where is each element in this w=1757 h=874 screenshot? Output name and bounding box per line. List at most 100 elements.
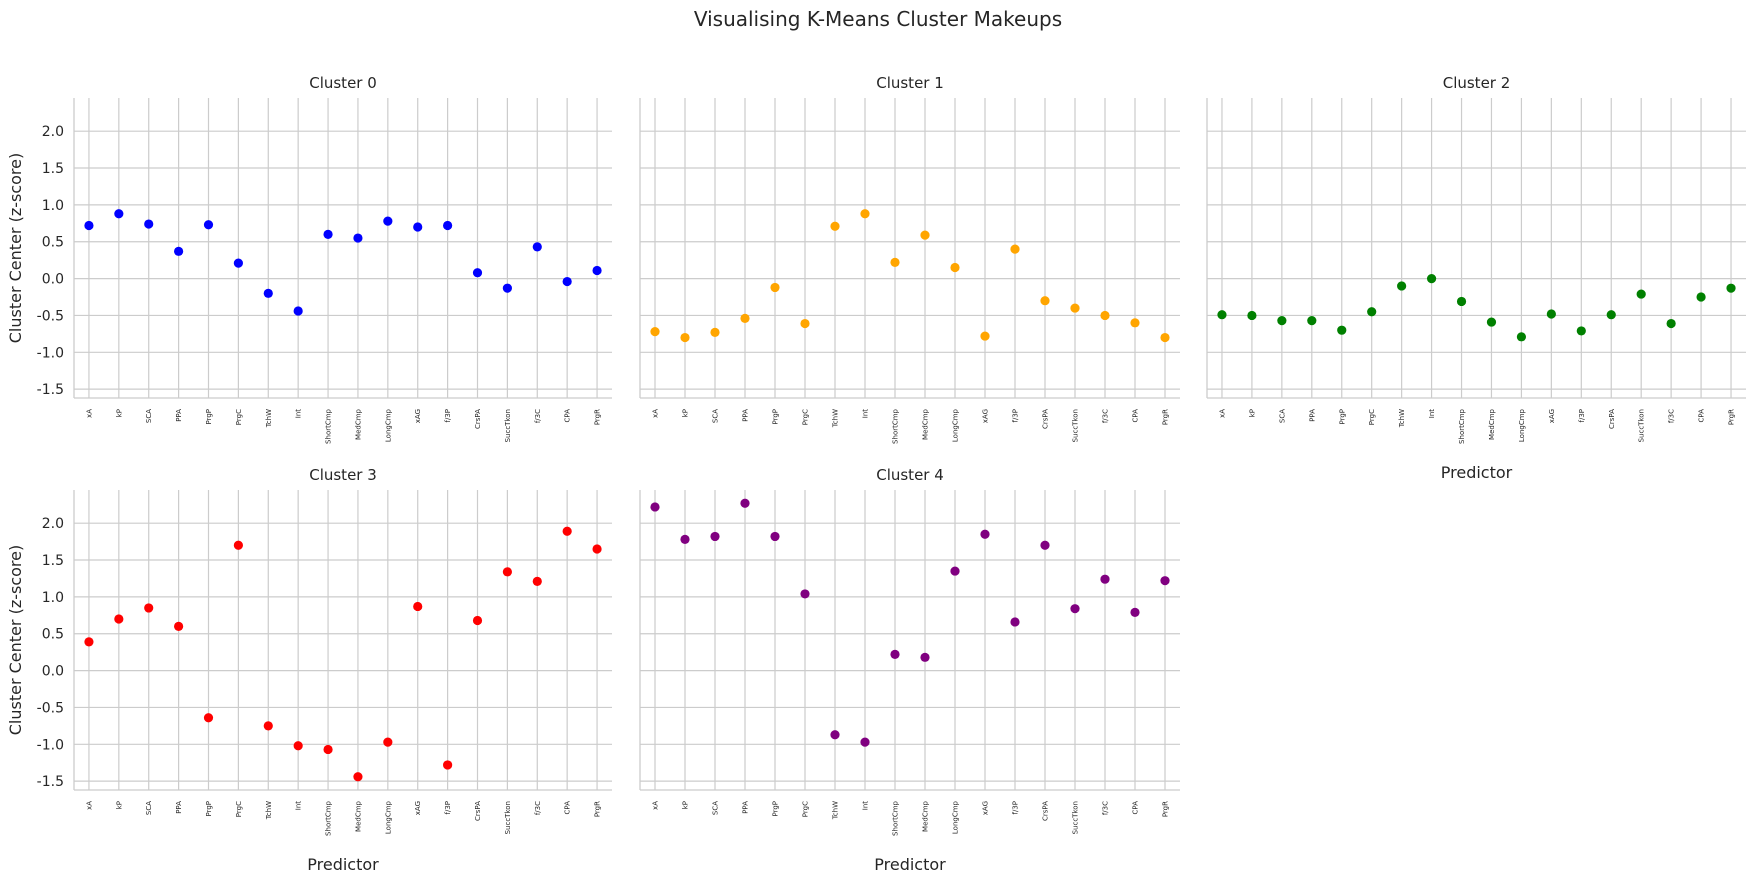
data-point xyxy=(860,209,870,219)
x-tick-label: kP xyxy=(115,801,123,809)
x-tick-label: TchW xyxy=(832,801,840,820)
x-tick-label: ShortCmp xyxy=(1458,408,1466,443)
panel-title: Cluster 2 xyxy=(1443,74,1511,92)
x-tick-label: xA xyxy=(85,801,93,810)
data-point xyxy=(353,772,363,782)
data-point xyxy=(1010,617,1020,627)
x-tick-label: kP xyxy=(682,409,690,417)
data-point xyxy=(263,721,273,731)
x-tick-label: PrgC xyxy=(802,409,810,425)
x-tick-label: LongCmp xyxy=(384,800,392,834)
x-tick-label: xA xyxy=(1218,409,1226,418)
x-tick-label: PrgP xyxy=(772,409,780,425)
data-point xyxy=(383,737,393,747)
data-point xyxy=(472,615,483,626)
x-tick-label: ShortCmp xyxy=(325,408,333,443)
x-tick-label: CPA xyxy=(564,801,572,815)
data-point xyxy=(1546,309,1556,319)
x-tick-label: PrgC xyxy=(235,409,243,425)
x-tick-label: Int xyxy=(1428,409,1436,419)
data-point xyxy=(1160,576,1170,586)
x-tick-label: PrgR xyxy=(594,409,602,425)
x-tick-label: SuccTkon xyxy=(1072,409,1080,442)
panel-title: Cluster 0 xyxy=(309,74,377,92)
data-point xyxy=(980,529,990,539)
data-point xyxy=(680,534,690,544)
data-point xyxy=(1606,310,1616,320)
x-tick-label: xA xyxy=(85,409,93,418)
x-tick-label: MedCmp xyxy=(922,408,930,439)
data-point xyxy=(1696,292,1706,302)
data-point xyxy=(293,741,303,751)
y-tick-label: 0.5 xyxy=(42,235,64,251)
x-tick-label: f/3P xyxy=(1012,409,1020,423)
x-tick-label: PrgR xyxy=(594,801,602,817)
data-point xyxy=(203,713,214,723)
x-tick-label: f/3C xyxy=(1102,801,1110,815)
data-point xyxy=(1486,317,1497,327)
x-tick-label: TchW xyxy=(265,409,273,428)
data-point xyxy=(413,601,423,612)
panel-title: Cluster 3 xyxy=(309,466,377,484)
data-point xyxy=(1247,310,1257,321)
x-tick-label: ShortCmp xyxy=(892,408,900,443)
data-point xyxy=(413,222,423,232)
data-point xyxy=(293,306,303,316)
x-tick-label: f/3C xyxy=(534,801,542,815)
y-tick-label: -0.5 xyxy=(37,308,64,324)
x-tick-label: MedCmp xyxy=(354,408,362,439)
x-tick-label: SCA xyxy=(145,801,153,815)
y-tick-label: 2.0 xyxy=(42,516,64,532)
panel-cluster-2: Cluster 2 xA kP SCA PPA PrgP PrgC TchW Int ShortC… xyxy=(1206,74,1746,482)
data-point xyxy=(1516,332,1527,342)
x-tick-label: CPA xyxy=(1698,409,1706,423)
data-point xyxy=(1576,326,1586,336)
x-tick-label: SCA xyxy=(145,409,153,423)
x-tick-label: ShortCmp xyxy=(325,800,333,835)
data-point xyxy=(710,327,720,337)
panel-cluster-4: Cluster 4 xA kP SCA PPA PrgP PrgC TchW Int ShortC… xyxy=(639,466,1180,874)
x-tick-label: LongCmp xyxy=(952,800,960,834)
x-tick-label: PrgC xyxy=(235,801,243,817)
panel-cluster-3: Cluster 3 2.0 1.5 1.0 0.5 0.0 -0.5 -1.0 -1.5 Clus… xyxy=(6,466,612,874)
x-tick-label: LongCmp xyxy=(384,408,392,442)
data-point xyxy=(1040,296,1050,306)
y-tick-label: 0.5 xyxy=(42,627,64,643)
x-tick-label: Int xyxy=(862,409,870,419)
x-tick-label: PrgC xyxy=(1368,409,1376,425)
x-tick-label: TchW xyxy=(832,409,840,428)
data-point xyxy=(1726,283,1736,293)
x-tick-label: SuccTkon xyxy=(504,409,512,442)
x-tick-label: xAG xyxy=(1548,409,1556,423)
x-tick-label: CrsPA xyxy=(1608,409,1616,429)
x-axis-label: Predictor xyxy=(874,855,946,874)
x-tick-label: xAG xyxy=(414,801,422,815)
x-tick-label: LongCmp xyxy=(1518,408,1526,442)
data-point xyxy=(680,332,690,343)
x-tick-label: f/3P xyxy=(1012,801,1020,815)
y-tick-label: 0.0 xyxy=(42,272,64,288)
x-tick-label: Int xyxy=(295,801,303,811)
data-point xyxy=(592,265,602,276)
data-point xyxy=(1426,273,1437,284)
data-point xyxy=(950,262,960,273)
x-tick-label: xAG xyxy=(982,409,990,423)
x-tick-label: PrgP xyxy=(772,801,780,817)
data-point xyxy=(1217,310,1227,320)
y-tick-label: 1.0 xyxy=(42,198,64,214)
data-point xyxy=(650,502,660,512)
y-tick-label: 1.5 xyxy=(42,553,64,569)
x-tick-label: SCA xyxy=(712,801,720,815)
x-tick-label: f/3C xyxy=(1102,409,1110,423)
x-tick-label: CPA xyxy=(564,409,572,423)
x-tick-label: f/3P xyxy=(444,801,452,815)
data-point xyxy=(84,637,94,647)
panel-cluster-1: Cluster 1 xA kP SCA PPA PrgP PrgC TchW Int ShortC… xyxy=(639,74,1180,444)
y-axis-label: Cluster Center (z-score) xyxy=(6,545,25,735)
data-point xyxy=(562,526,572,536)
x-tick-label: CrsPA xyxy=(474,409,482,429)
y-tick-label: -1.0 xyxy=(37,345,64,361)
x-tick-label: CrsPA xyxy=(474,801,482,821)
x-tick-label: SuccTkon xyxy=(1072,801,1080,834)
